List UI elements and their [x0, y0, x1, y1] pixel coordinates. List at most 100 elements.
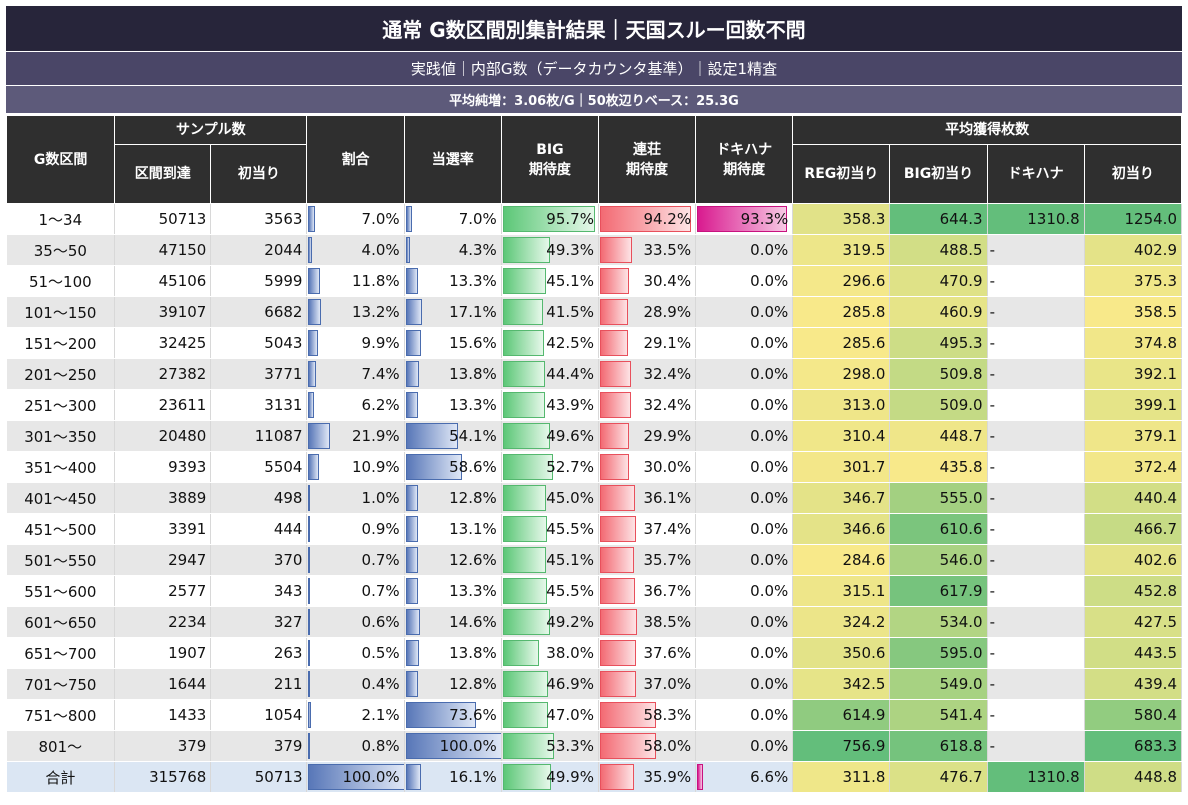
range-cell: 601～650	[6, 606, 116, 638]
renso-exp-cell-value: 58.0%	[643, 737, 692, 755]
dokihana-medals-cell-value: -	[989, 272, 995, 290]
renso-exp-cell-value: 36.1%	[643, 489, 692, 507]
big-exp-cell-value: 49.9%	[546, 768, 594, 786]
dokihana-exp-cell-value: 0.0%	[750, 551, 789, 569]
big-first-medals-cell-value: 495.3	[939, 334, 983, 352]
big-first-medals-cell: 509.8	[889, 358, 988, 390]
first-medals-cell-value: 1254.0	[1124, 210, 1178, 228]
first-hit-cell-value: 3563	[264, 210, 303, 228]
win-rate-cell: 12.8%	[404, 482, 502, 514]
arrival-cell: 50713	[114, 203, 212, 235]
big-exp-cell: 41.5%	[501, 296, 599, 328]
first-medals-cell-value: 379.1	[1134, 427, 1177, 445]
arrival-cell-value: 1907	[168, 644, 207, 662]
ratio-cell-bar	[308, 237, 313, 263]
dokihana-medals-cell-value: 1310.8	[1027, 210, 1080, 228]
range-cell-value: 351～400	[24, 458, 97, 477]
range-cell-value: 1～34	[38, 210, 83, 229]
first-hit-cell: 3563	[210, 203, 308, 235]
stats-table: G数区間 サンプル数 割合 当選率 BIG 期待度 連荘 期待度 ドキハナ 期待…	[5, 115, 1183, 793]
dokihana-medals-cell-value: -	[989, 365, 995, 383]
win-rate-cell-value: 100.0%	[439, 737, 497, 755]
renso-exp-cell-bar	[599, 423, 629, 449]
first-hit-cell: 2044	[210, 234, 308, 266]
reg-first-medals-cell-value: 284.6	[842, 551, 886, 569]
first-medals-cell: 443.5	[1084, 637, 1183, 669]
big-exp-cell-value: 49.6%	[546, 427, 594, 445]
ratio-cell-bar	[308, 764, 404, 790]
first-hit-cell-value: 211	[273, 675, 303, 693]
renso-exp-cell-value: 36.7%	[643, 582, 692, 600]
dokihana-medals-cell-value: -	[989, 706, 995, 724]
dokihana-exp-cell: 0.0%	[695, 513, 794, 545]
renso-exp-cell-bar	[599, 640, 637, 666]
header-range: G数区間	[5, 115, 116, 204]
range-cell: 501～550	[6, 544, 116, 576]
first-hit-cell: 5999	[210, 265, 308, 297]
big-exp-cell-bar	[502, 640, 540, 666]
first-hit-cell: 444	[210, 513, 308, 545]
range-cell-value: 551～600	[24, 582, 97, 601]
first-medals-cell: 439.4	[1084, 668, 1183, 700]
big-first-medals-cell: 460.9	[889, 296, 988, 328]
reg-first-medals-cell-value: 298.0	[842, 365, 886, 383]
ratio-cell: 2.1%	[306, 699, 405, 731]
first-medals-cell-value: 358.5	[1134, 303, 1177, 321]
big-first-medals-cell: 595.0	[889, 637, 988, 669]
first-hit-cell-value: 327	[273, 613, 303, 631]
arrival-cell-value: 315768	[149, 768, 207, 786]
reg-first-medals-cell: 310.4	[792, 420, 891, 452]
renso-exp-cell: 36.7%	[598, 575, 697, 607]
big-exp-cell: 47.0%	[501, 699, 599, 731]
big-exp-cell-value: 49.2%	[546, 613, 594, 631]
arrival-cell-value: 27382	[158, 365, 207, 383]
arrival-cell: 2947	[114, 544, 212, 576]
win-rate-cell-bar	[405, 671, 418, 697]
ratio-cell: 0.6%	[306, 606, 405, 638]
win-rate-cell-value: 54.1%	[449, 427, 497, 445]
renso-exp-cell-bar	[599, 547, 635, 573]
dokihana-medals-cell: -	[987, 482, 1085, 514]
big-exp-cell-bar	[502, 702, 548, 728]
arrival-cell-value: 39107	[158, 303, 207, 321]
big-first-medals-cell-value: 460.9	[939, 303, 983, 321]
ratio-cell-value: 1.0%	[361, 489, 400, 507]
first-hit-cell: 5043	[210, 327, 308, 359]
big-exp-cell-bar	[502, 206, 595, 232]
renso-exp-cell-bar	[599, 733, 656, 759]
arrival-cell: 20480	[114, 420, 212, 452]
dokihana-exp-cell: 0.0%	[695, 296, 794, 328]
range-cell: 51～100	[6, 265, 116, 297]
arrival-cell-value: 9393	[168, 458, 207, 476]
ratio-cell-bar	[308, 702, 311, 728]
dokihana-medals-cell: -	[987, 730, 1085, 762]
win-rate-cell: 12.8%	[404, 668, 502, 700]
dokihana-medals-cell: -	[987, 606, 1085, 638]
dokihana-exp-cell: 6.6%	[695, 761, 794, 793]
win-rate-cell-bar	[405, 268, 419, 294]
big-exp-cell-bar	[502, 392, 545, 418]
dokihana-medals-cell: -	[987, 296, 1085, 328]
reg-first-medals-cell-value: 350.6	[842, 644, 886, 662]
win-rate-cell-bar	[405, 361, 419, 387]
range-cell-value: 651～700	[24, 644, 97, 663]
renso-exp-cell: 30.4%	[598, 265, 697, 297]
big-first-medals-cell-value: 509.8	[939, 365, 983, 383]
first-medals-cell: 372.4	[1084, 451, 1183, 483]
table-row: 51～100 45106 5999 11.8% 13.3% 45.1% 30.4% 0.0% 2…	[6, 265, 1183, 297]
dokihana-medals-cell: -	[987, 358, 1085, 390]
big-first-medals-cell-value: 644.3	[939, 210, 983, 228]
dokihana-medals-cell: -	[987, 637, 1085, 669]
first-medals-cell-value: 399.1	[1134, 396, 1177, 414]
win-rate-cell: 13.8%	[404, 637, 502, 669]
ratio-cell-value: 0.4%	[361, 675, 400, 693]
win-rate-cell: 13.8%	[404, 358, 502, 390]
table-row: 351～400 9393 5504 10.9% 58.6% 52.7% 30.0% 0.0% 3…	[6, 451, 1183, 483]
win-rate-cell-bar	[405, 485, 418, 511]
ratio-cell-value: 13.2%	[351, 303, 400, 321]
reg-first-medals-cell-value: 285.6	[842, 334, 886, 352]
big-first-medals-cell: 435.8	[889, 451, 988, 483]
big-first-medals-cell: 470.9	[889, 265, 988, 297]
first-hit-cell: 211	[210, 668, 308, 700]
ratio-cell: 21.9%	[306, 420, 405, 452]
